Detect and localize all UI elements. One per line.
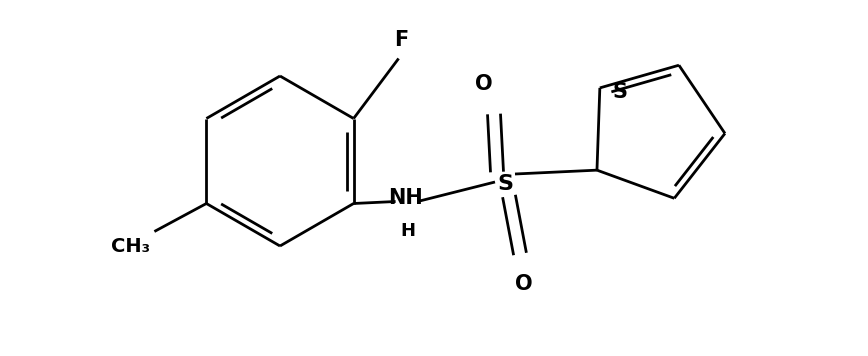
Text: NH: NH [388, 188, 423, 208]
Text: O: O [475, 74, 493, 94]
Text: CH₃: CH₃ [111, 237, 150, 257]
Text: H: H [400, 221, 415, 240]
Text: S: S [497, 174, 513, 194]
Text: O: O [516, 274, 533, 294]
Text: F: F [394, 31, 409, 51]
Text: S: S [613, 82, 628, 102]
